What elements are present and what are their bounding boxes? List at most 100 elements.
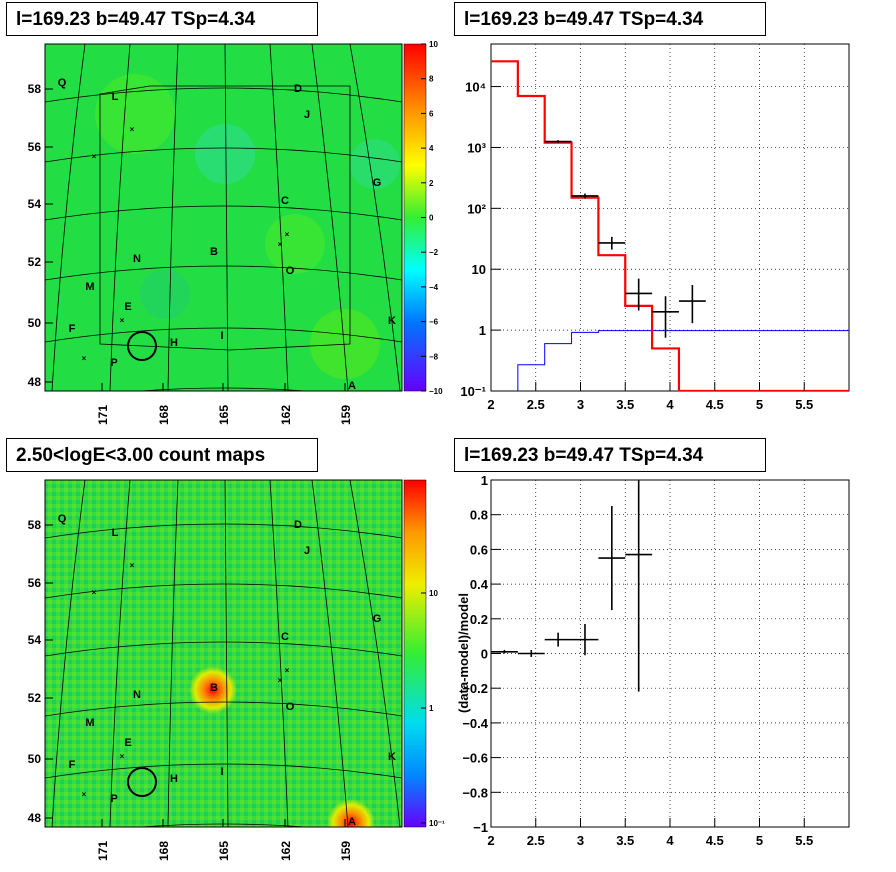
source-cross: × [130,561,135,570]
spectrum-x-tick-label: 2 [487,397,494,412]
map-y-tick-label: 52 [28,255,42,269]
meridian-line [349,44,401,391]
source-label-a: A [348,380,356,392]
map-fluctuation [140,269,190,319]
map-fluctuation [350,139,400,189]
spectrum-layer: 2 2.5 3 3.5 4 4.5 5 5.5 10⁻¹ 1 10 10² 10³ 10⁴ [460,43,850,412]
count-map-title: 2.50<logE<3.00 count maps [6,438,318,472]
residuals-y-tick-label: 0.2 [470,612,488,627]
residuals-x-tick-label: 4.5 [706,833,724,848]
colorbar-tick-label: 1 [429,704,434,713]
colorbar-tick-label: 2 [429,179,434,188]
spectrum-y-tick-label: 10³ [467,140,486,155]
meridian-line [51,44,86,391]
source-label-e: E [124,301,131,313]
spectrum-y-tick-label: 10⁴ [465,80,486,95]
source-label-k: K [388,751,396,763]
source-label-o: O [286,265,295,277]
source-label-g: G [373,177,382,189]
source-cross: × [285,666,290,675]
spectrum-x-tick-label: 5.5 [795,397,813,412]
map-x-tick-label: 168 [157,405,171,425]
map-x-tick-label: 171 [96,405,110,425]
spectrum-title: l=169.23 b=49.47 TSp=4.34 [454,2,766,36]
source-label-h: H [170,773,178,785]
meridian-line [224,44,229,391]
spectrum-x-tick-label: 3 [577,397,584,412]
source-cross: × [120,752,125,761]
residuals-layer: 2 2.5 3 3.5 4 4.5 5 5.5 1 0.8 0.6 0.4 0.2 0 −0.2 −0.4 −0… [456,473,850,848]
map-x-tick-label: 159 [339,405,353,425]
parallel-line [45,583,402,599]
hotspot-a [327,799,375,827]
source-cross: × [120,316,125,325]
colorbar-tick-label: 0 [429,214,434,223]
colorbar-tick-label: −6 [429,318,439,327]
map-fluctuation [195,124,255,184]
colorbar-tick-label: 10⁻¹ [429,819,445,828]
source-label-f: F [69,323,76,335]
source-cross: × [92,588,97,597]
source-label-p: P [110,357,117,369]
colorbar-tick-label: 10 [429,589,438,598]
residuals-y-tick-label: −1 [473,820,488,835]
source-label-l: L [112,91,119,103]
source-label-i: I [220,766,223,778]
colorbar-tick-label: 10 [429,40,438,49]
source-label-m: M [85,717,94,729]
map-y-tick-label: 50 [28,316,42,330]
residuals-y-tick-label: 1 [481,473,488,488]
map-x-tick-label: 162 [279,405,293,425]
parallel-line [45,641,402,657]
target-circle [127,767,157,797]
residuals-x-tick-label: 3 [577,833,584,848]
meridian-line [167,480,179,827]
parallel-line [45,523,402,539]
map-background [45,480,402,827]
parallel-line [45,327,402,343]
map-y-tick-label: 56 [28,140,42,154]
background-model-line [517,330,849,391]
spectrum-plot-area [491,44,849,391]
colorbar-tick-label: −2 [429,248,439,257]
residuals-x-tick-label: 5 [756,833,763,848]
residuals-x-tick-label: 2.5 [527,833,545,848]
colorbar-tick-label: −4 [429,283,439,292]
region-outline [99,85,351,351]
colorbar-tick-label: −8 [429,352,439,361]
map-background [45,44,402,391]
source-cross: × [285,230,290,239]
meridian-line [349,480,401,827]
source-label-d: D [294,519,302,531]
residuals-y-axis-label: (data-model)/model [456,593,471,713]
spectrum-y-tick-label: 10² [467,201,486,216]
source-cross: × [278,240,283,249]
meridian-line [167,44,179,391]
parallel-line [45,701,402,717]
residuals-y-tick-label: −0.4 [462,716,488,731]
source-label-a: A [348,816,356,828]
colorbar-tick-label: 6 [429,109,434,118]
source-label-m: M [85,281,94,293]
map-fluctuation [265,214,325,274]
parallel-line [45,205,402,221]
map-y-tick-label: 58 [28,82,42,96]
colorbar-tick-label: −10 [429,387,443,396]
source-label-f: F [69,759,76,771]
source-label-d: D [294,83,302,95]
spectrum-x-tick-label: 4.5 [706,397,724,412]
source-label-j: J [304,109,310,121]
source-cross: × [278,676,283,685]
spectrum-y-tick-label: 10⁻¹ [460,384,486,399]
map-y-tick-label: 58 [28,518,42,532]
source-cross: × [82,790,87,799]
source-label-j: J [304,545,310,557]
spectrum-x-tick-label: 3.5 [616,397,634,412]
meridian-line [311,44,349,391]
source-label-g: G [373,613,382,625]
spectrum-x-tick-label: 2.5 [527,397,545,412]
spectrum-y-tick-label: 1 [479,323,486,338]
